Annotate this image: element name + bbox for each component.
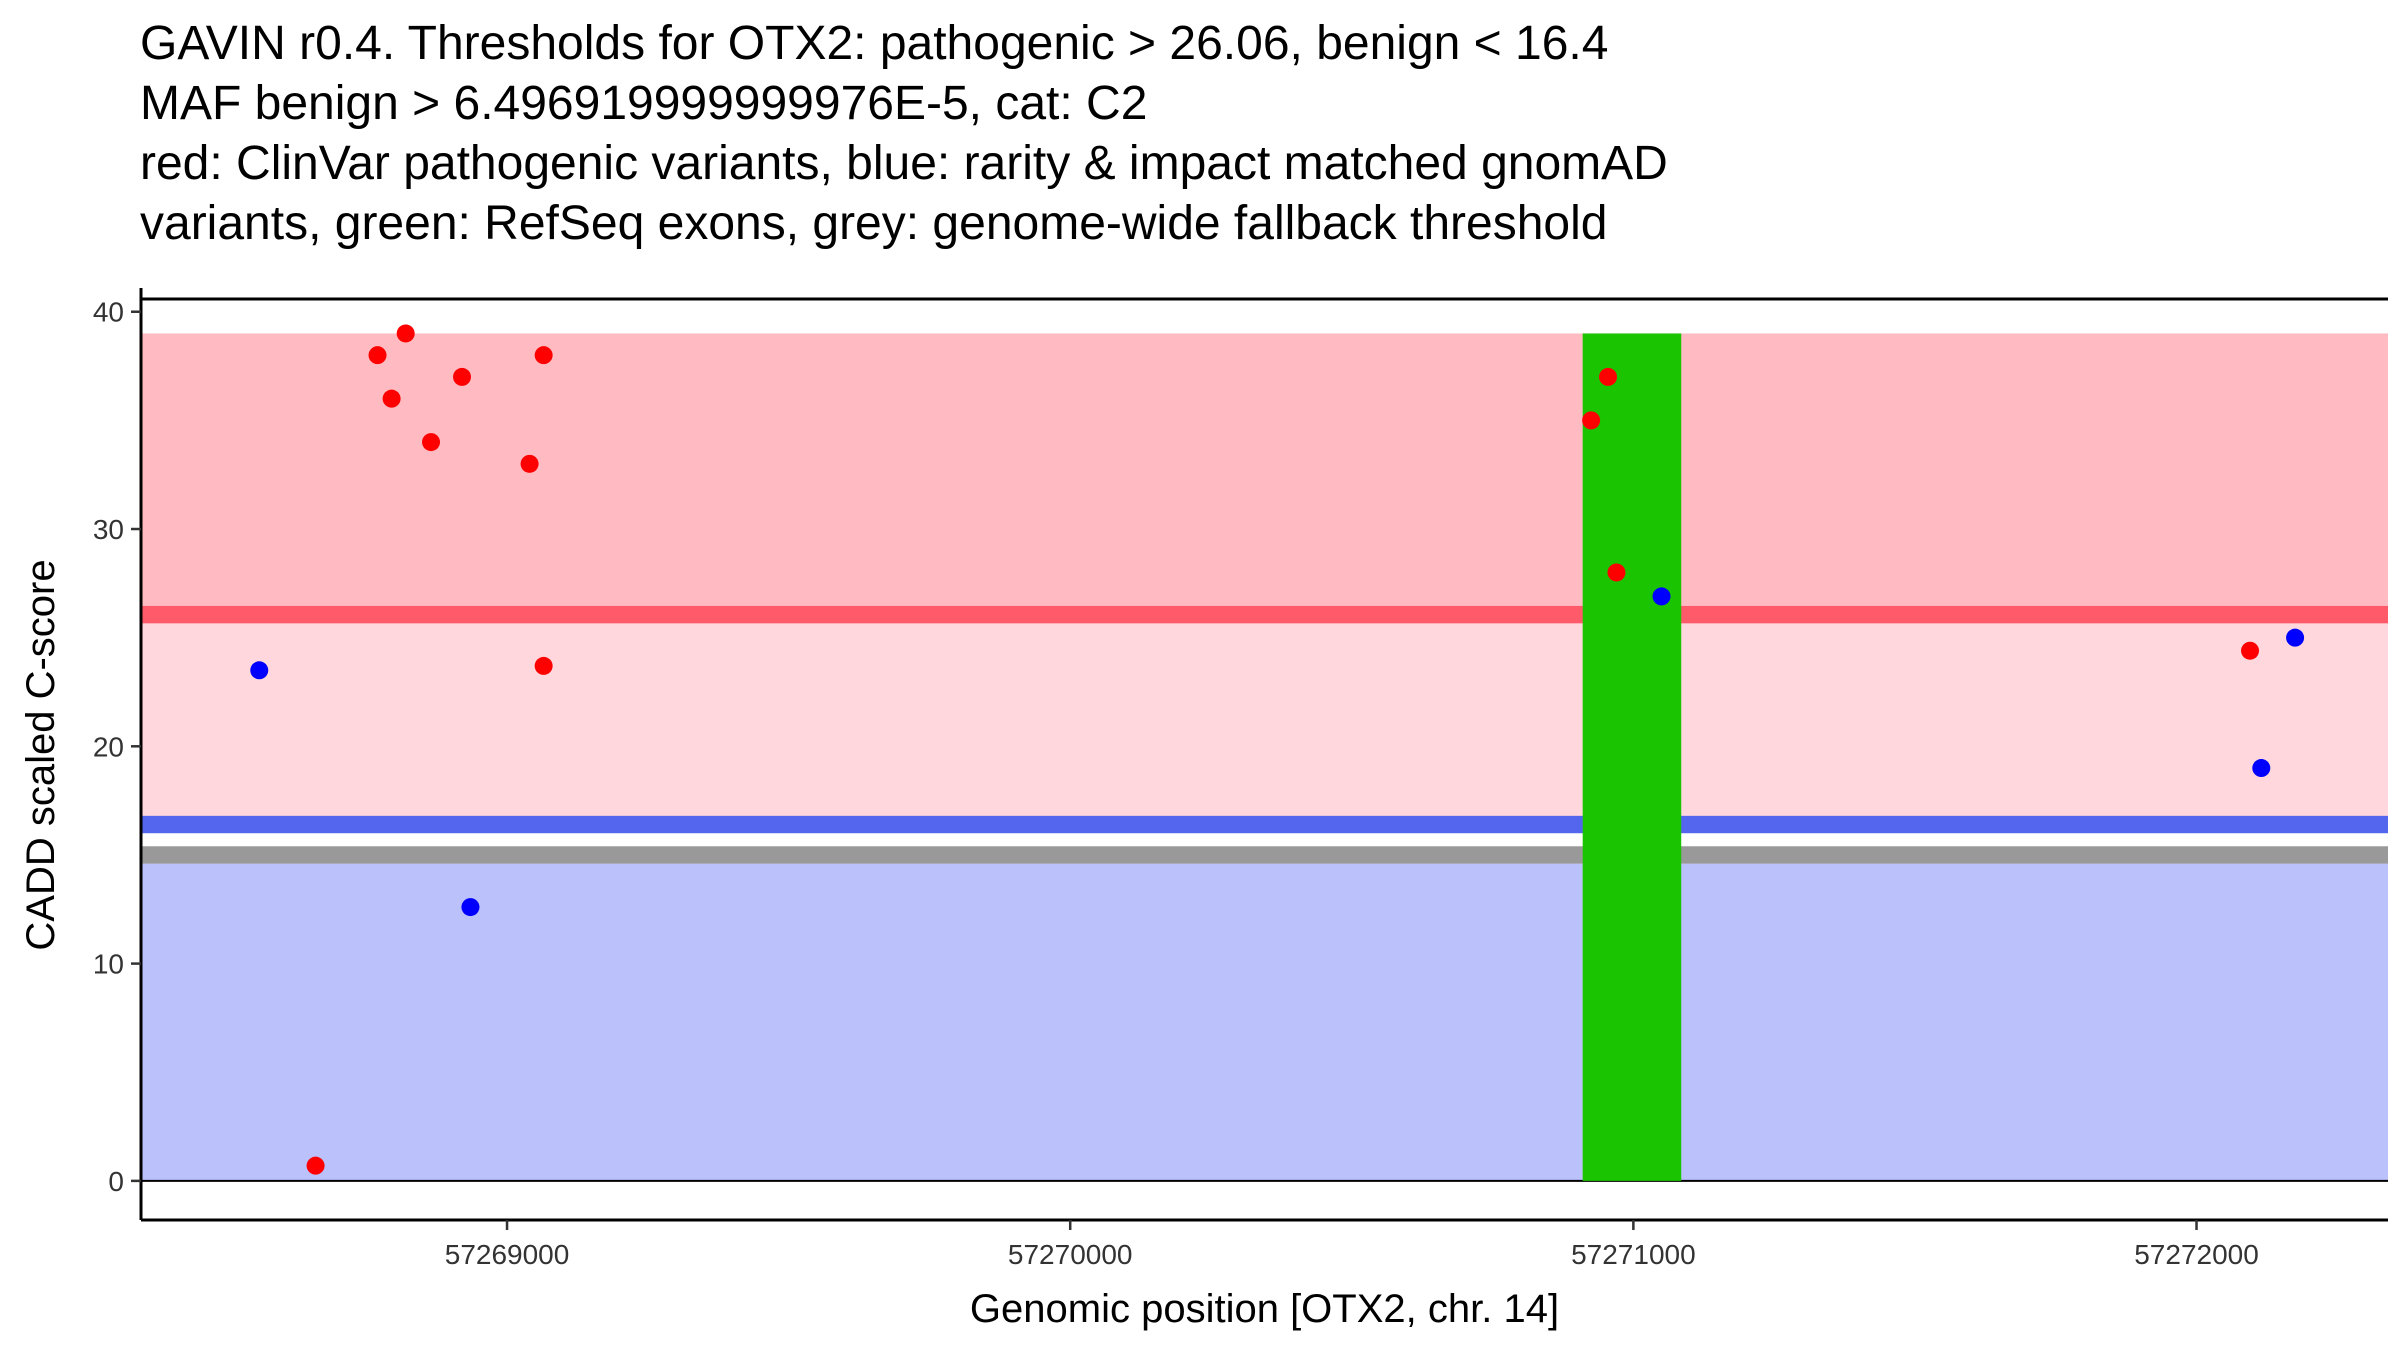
- clinvar-pathogenic-point: [1599, 367, 1618, 386]
- axes-layer: 57269000 57270000 57271000 57272000 0 10 20 30 4…: [93, 288, 2388, 1270]
- thresholds-layer: [141, 605, 2388, 864]
- refseq-exon: [1582, 333, 1682, 1181]
- clinvar-pathogenic-point: [1607, 563, 1626, 582]
- clinvar-pathogenic-point: [534, 346, 553, 365]
- title-line-3: red: ClinVar pathogenic variants, blue: …: [140, 137, 1668, 190]
- clinvar-pathogenic-point: [1582, 411, 1601, 430]
- title-line-2: MAF benign > 6.496919999999976E-5, cat: …: [140, 77, 1148, 130]
- clinvar-pathogenic-point: [368, 346, 387, 365]
- y-tick-label: 30: [93, 514, 124, 545]
- clinvar-pathogenic-point: [2241, 641, 2260, 660]
- x-tick-label: 57271000: [1571, 1239, 1696, 1270]
- pathogenic-region: [141, 333, 2388, 615]
- fallback-threshold: [141, 846, 2388, 864]
- y-tick-label: 0: [108, 1166, 124, 1197]
- points-layer: [250, 324, 2305, 1175]
- gnomad-variant-point: [2286, 628, 2305, 647]
- pathogenic-threshold: [141, 605, 2388, 624]
- benign-threshold: [141, 815, 2388, 834]
- gnomad-variant-point: [461, 898, 480, 917]
- y-axis-title: CADD scaled C-score: [19, 559, 63, 950]
- gnomad-variant-point: [2252, 759, 2271, 778]
- clinvar-pathogenic-point: [306, 1156, 325, 1175]
- clinvar-pathogenic-point: [396, 324, 415, 343]
- gnomad-variant-point: [1652, 587, 1671, 606]
- gnomad-variant-point: [250, 661, 269, 680]
- benign-region: [141, 863, 2388, 1181]
- clinvar-pathogenic-point: [520, 454, 539, 473]
- y-tick-label: 10: [93, 949, 124, 980]
- chart-title: GAVIN r0.4. Thresholds for OTX2: pathoge…: [140, 14, 2380, 254]
- x-tick-label: 57272000: [2134, 1239, 2259, 1270]
- clinvar-pathogenic-point: [453, 367, 471, 386]
- clinvar-pathogenic-point: [534, 656, 553, 675]
- exons-layer: [1582, 333, 1682, 1181]
- title-line-1: GAVIN r0.4. Thresholds for OTX2: pathoge…: [140, 17, 1609, 70]
- title-line-4: variants, green: RefSeq exons, grey: gen…: [140, 197, 1608, 250]
- uncertain-region: [141, 614, 2388, 825]
- x-tick-label: 57270000: [1008, 1239, 1133, 1270]
- x-axis-title: Genomic position [OTX2, chr. 14]: [970, 1287, 1559, 1331]
- clinvar-pathogenic-point: [382, 389, 401, 408]
- regions-layer: [141, 333, 2388, 1181]
- x-tick-label: 57269000: [445, 1239, 570, 1270]
- y-tick-label: 40: [93, 297, 124, 328]
- clinvar-pathogenic-point: [422, 433, 441, 452]
- y-tick-label: 20: [93, 731, 124, 762]
